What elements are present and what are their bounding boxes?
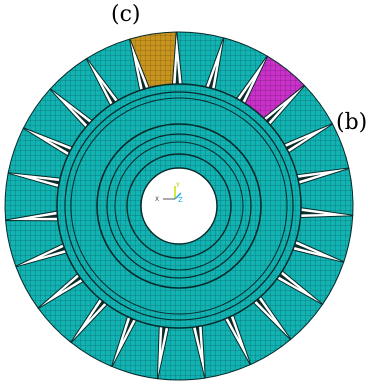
- triad-y-label: Y: [175, 182, 180, 189]
- blade: [254, 273, 324, 341]
- blade-callout-c: (c): [111, 2, 141, 27]
- blade: [279, 123, 350, 177]
- blade: [111, 310, 161, 380]
- bore-hole: [140, 167, 218, 245]
- blade: [212, 37, 268, 108]
- blade: [229, 294, 292, 366]
- blade: [5, 219, 73, 267]
- blade: [86, 38, 143, 109]
- blade-b: [240, 55, 306, 126]
- blade: [15, 249, 86, 309]
- blade: [273, 246, 345, 305]
- blade: [22, 88, 93, 152]
- disk-body: [56, 83, 302, 329]
- axis-triad: Y X Z: [155, 182, 183, 204]
- blade: [7, 127, 78, 180]
- blade-c: [129, 31, 177, 98]
- blade: [263, 84, 334, 149]
- blade: [200, 309, 251, 379]
- blade: [157, 316, 206, 381]
- triad-z-label: Z: [178, 196, 183, 204]
- blades-group: [4, 31, 354, 381]
- blade: [4, 172, 69, 221]
- blade: [288, 167, 354, 216]
- blade: [49, 57, 116, 128]
- blade: [37, 275, 106, 344]
- triad-x-label: X: [155, 196, 159, 203]
- blade: [286, 215, 354, 263]
- blade: [70, 296, 132, 368]
- blade: [176, 31, 225, 97]
- blade-callout-b: (b): [336, 110, 368, 135]
